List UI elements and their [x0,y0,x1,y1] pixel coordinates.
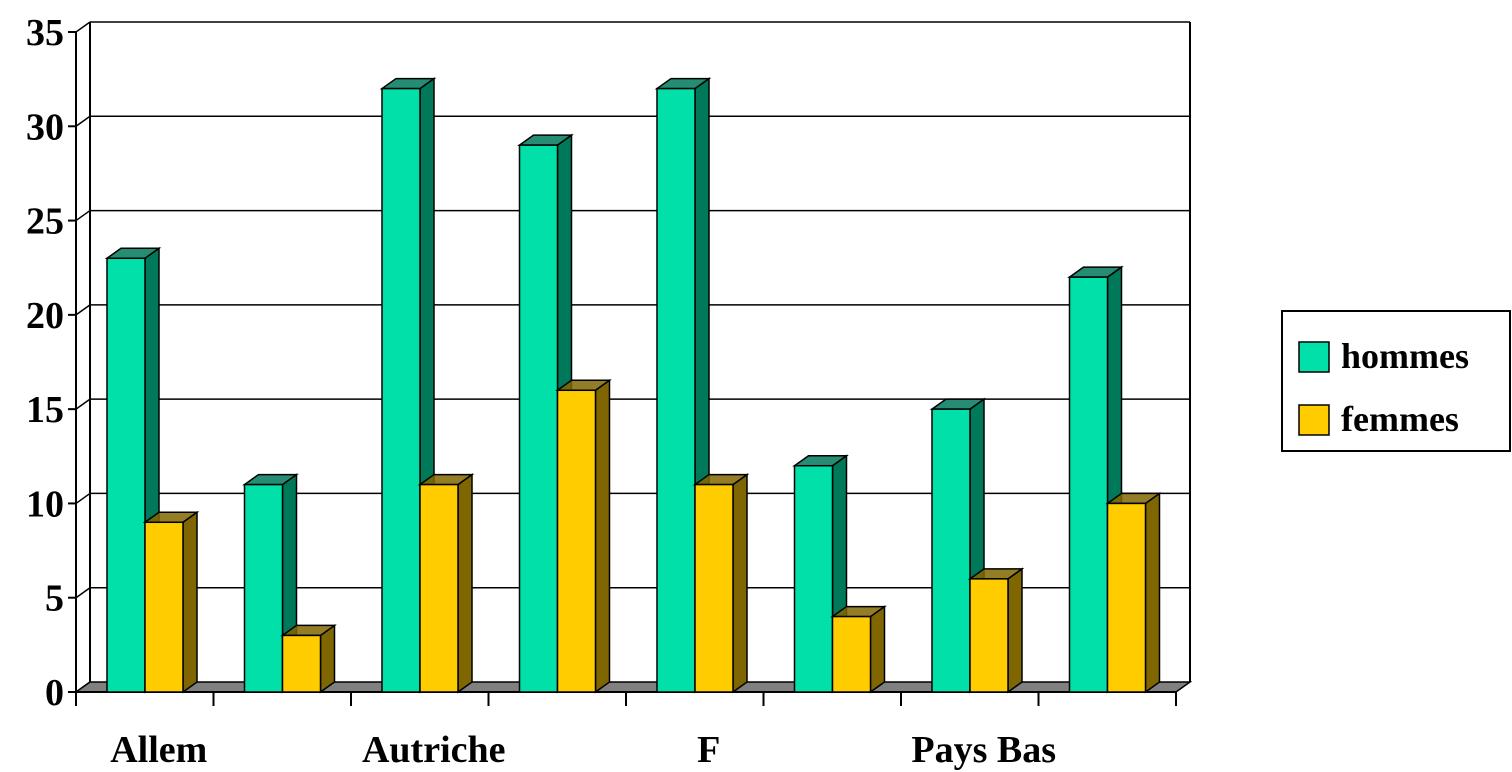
bar-front-face [831,615,872,693]
bar-front-face [144,521,184,693]
bar-front-face [1106,502,1147,693]
bar-front-face [518,144,559,693]
bar-side-face [319,623,336,694]
bar-femmes [1105,491,1162,694]
bar-front-face [106,257,146,693]
bar-side-face [1144,491,1161,694]
bar-side-face [457,473,473,694]
y-axis-ticks: 0 5 10 15 20 25 30 35 [26,12,76,714]
legend-swatch-hommes [1298,341,1330,373]
legend-swatch-femmes [1298,404,1330,436]
gridline-side [75,21,91,33]
chart-floor [73,681,1193,693]
x-category-label: F [697,729,720,771]
bar-side-face [732,473,748,694]
bar-femmes [555,378,612,694]
bar-femmes [417,473,475,694]
x-category-label: Autriche [362,729,506,771]
bar-front-face [243,483,284,693]
bar-side-face [182,510,198,694]
bar-front-face [656,87,696,693]
bar-front-face [793,464,834,693]
bar-femmes [967,567,1025,694]
x-axis-labels: Allem Autriche F Pays Bas [110,729,1056,771]
x-category-label: Pays Bas [911,729,1056,771]
bars [104,77,1162,694]
gridline-side [75,304,91,316]
legend-label-hommes: hommes [1341,336,1469,376]
y-tick-label: 35 [26,12,64,54]
bar-front-face [381,87,421,693]
gridline-side [75,115,91,127]
gridline-side [75,587,91,599]
bar-side-face [1007,567,1023,694]
bar-front-face [281,634,322,693]
bar-side-face [594,378,611,694]
y-tick-label: 15 [26,389,64,431]
gridline-side [75,398,91,410]
bar-femmes [692,473,750,694]
bar-side-face [869,605,886,694]
bar-front-face [1068,276,1109,693]
axes [75,22,1191,706]
x-category-label: Allem [110,729,207,771]
gridline-side [75,492,91,505]
gridlines [75,21,1190,693]
bar-front-face [931,408,971,693]
bar-front-face [694,483,734,693]
y-tick-label: 5 [45,578,64,620]
bar-front-face [419,483,459,693]
y-tick-label: 20 [26,295,64,337]
y-tick-label: 30 [26,106,64,148]
y-tick-label: 10 [26,483,64,525]
y-tick-label: 0 [45,672,64,714]
gridline-side [75,209,91,222]
bar-femmes [830,605,887,694]
bar-front-face [969,578,1009,693]
y-tick-label: 25 [26,201,64,243]
legend-label-femmes: femmes [1341,399,1459,439]
legend: hommes femmes [1281,310,1511,452]
chart-floor-plane [73,681,1193,693]
bar-femmes [280,623,337,694]
bar-front-face [556,389,597,693]
bar-femmes [142,510,200,694]
